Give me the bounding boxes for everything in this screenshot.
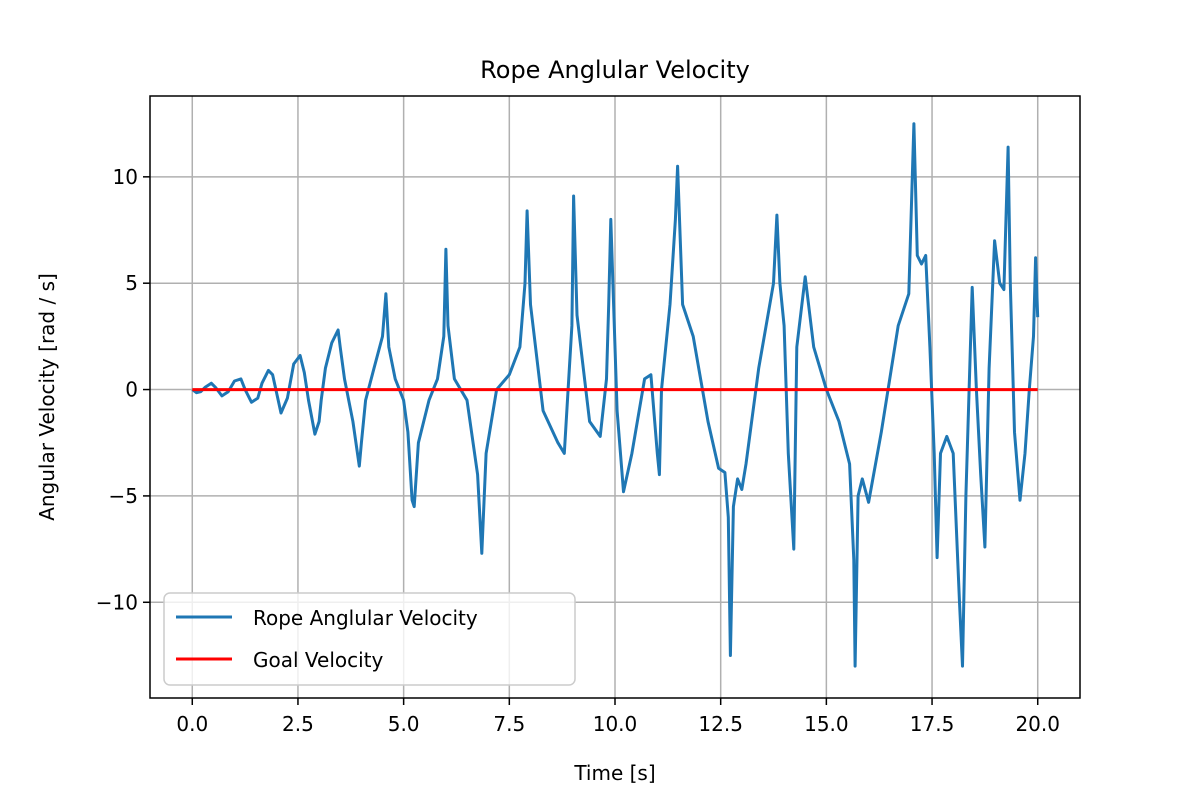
x-tick-label: 12.5 [698, 712, 743, 736]
chart-title: Rope Anglular Velocity [480, 56, 750, 84]
legend-box [163, 592, 576, 686]
plot-series [191, 122, 1040, 668]
series-rope-angular-velocity [191, 122, 1040, 668]
y-tick-label: 0 [125, 378, 138, 402]
x-tick-label: 20.0 [1015, 712, 1060, 736]
x-axis-ticks: 0.0 2.5 5.0 7.5 10.0 12.5 15.0 17.5 20.0 [176, 698, 1060, 736]
x-tick-label: 7.5 [493, 712, 525, 736]
x-tick-label: 15.0 [804, 712, 849, 736]
x-tick-label: 5.0 [388, 712, 420, 736]
x-axis-label: Time [s] [573, 761, 655, 785]
x-tick-label: 17.5 [910, 712, 955, 736]
y-tick-label: −5 [109, 484, 138, 508]
y-tick-label: −10 [96, 590, 138, 614]
y-axis-label: Angular Velocity [rad / s] [35, 273, 59, 521]
y-tick-label: 10 [113, 165, 138, 189]
x-tick-label: 10.0 [593, 712, 638, 736]
y-tick-label: 5 [125, 271, 138, 295]
y-axis-ticks: −10 −5 0 5 10 [96, 165, 150, 614]
x-tick-label: 0.0 [176, 712, 208, 736]
legend-label-goal-velocity: Goal Velocity [253, 648, 384, 672]
legend: Rope Anglular Velocity Goal Velocity [163, 592, 576, 686]
legend-label-rope-velocity: Rope Anglular Velocity [253, 606, 478, 630]
x-tick-label: 2.5 [282, 712, 314, 736]
